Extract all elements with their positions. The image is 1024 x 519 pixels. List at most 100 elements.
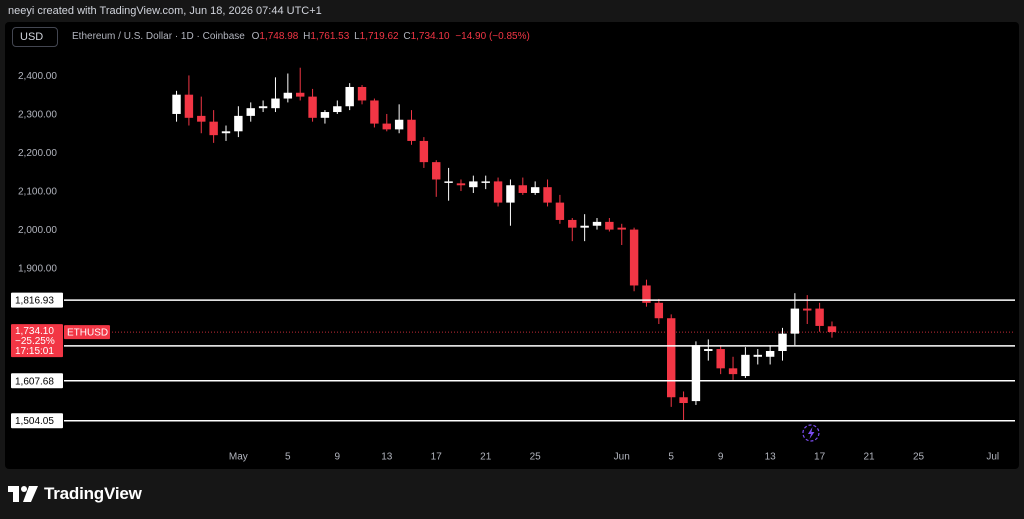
candle-body[interactable] bbox=[209, 121, 218, 136]
currency-button[interactable]: USD bbox=[12, 27, 58, 47]
candle-body[interactable] bbox=[642, 285, 651, 303]
x-tick-label: 21 bbox=[480, 452, 492, 463]
candle-body[interactable] bbox=[357, 86, 367, 101]
candle-body[interactable] bbox=[716, 349, 725, 369]
symbol-tag-box bbox=[64, 325, 110, 340]
x-tick-label: 17 bbox=[431, 452, 443, 463]
candle-body[interactable] bbox=[765, 350, 775, 357]
candle-body[interactable] bbox=[679, 397, 688, 404]
x-tick-label: 25 bbox=[913, 452, 925, 463]
candle-body[interactable] bbox=[320, 112, 330, 118]
change-value: −14.90 (−0.85%) bbox=[455, 31, 530, 42]
candle-body[interactable] bbox=[629, 229, 639, 286]
candle-body[interactable] bbox=[803, 308, 812, 311]
candle-body[interactable] bbox=[407, 119, 416, 141]
lightning-bolt-icon[interactable] bbox=[802, 424, 820, 442]
candle-body[interactable] bbox=[481, 181, 490, 183]
candle-body[interactable] bbox=[778, 333, 787, 351]
candle-body[interactable] bbox=[753, 354, 762, 357]
high-label: H bbox=[303, 31, 311, 42]
price-label-value: 1,734.10 bbox=[15, 326, 54, 337]
credit-bar: neeyi created with TradingView.com, Jun … bbox=[0, 0, 1024, 22]
candle-body[interactable] bbox=[345, 86, 354, 107]
candle-body[interactable] bbox=[667, 318, 676, 398]
x-tick-label: May bbox=[229, 452, 248, 463]
y-tick-label: 2,400.00 bbox=[18, 71, 57, 82]
candle-body[interactable] bbox=[246, 108, 255, 116]
candle-body[interactable] bbox=[234, 115, 243, 132]
close-value: 1,734.10 bbox=[410, 31, 450, 42]
level-label: 1,607.68 bbox=[15, 376, 54, 387]
tradingview-logo[interactable]: TradingView bbox=[8, 484, 142, 504]
candle-body[interactable] bbox=[295, 92, 305, 97]
candle-body[interactable] bbox=[493, 181, 503, 203]
candle-body[interactable] bbox=[654, 302, 664, 319]
candle-body[interactable] bbox=[172, 94, 181, 114]
credit-text: neeyi created with TradingView.com, Jun … bbox=[8, 5, 322, 17]
candle-body[interactable] bbox=[543, 187, 552, 203]
x-tick-label: 13 bbox=[381, 452, 393, 463]
open-label: O bbox=[251, 31, 260, 42]
y-tick-label: 2,100.00 bbox=[18, 187, 57, 198]
candle-body[interactable] bbox=[568, 219, 577, 228]
candle-body[interactable] bbox=[506, 185, 515, 203]
x-tick-label: 17 bbox=[814, 452, 826, 463]
candle-body[interactable] bbox=[617, 227, 626, 230]
x-tick-label: 9 bbox=[335, 452, 341, 463]
candle-body[interactable] bbox=[728, 368, 738, 375]
low-value: 1,719.62 bbox=[359, 31, 399, 42]
candle-body[interactable] bbox=[432, 162, 441, 180]
y-tick-label: 2,200.00 bbox=[18, 148, 57, 159]
x-tick-label: 5 bbox=[668, 452, 674, 463]
currency-label: USD bbox=[20, 31, 44, 43]
y-tick-label: 2,000.00 bbox=[18, 225, 57, 236]
candle-body[interactable] bbox=[530, 187, 540, 193]
level-label: 1,504.05 bbox=[15, 416, 54, 427]
candle-body[interactable] bbox=[382, 123, 391, 130]
chart-canvas[interactable]: 2,400.00 2,300.00 2,200.00 2,100.00 2,000.00… bbox=[0, 0, 1024, 469]
candle-body[interactable] bbox=[370, 100, 379, 124]
candle-body[interactable] bbox=[555, 202, 565, 220]
candle-body[interactable] bbox=[827, 326, 837, 333]
candle-body[interactable] bbox=[741, 354, 750, 377]
candle-body[interactable] bbox=[221, 131, 231, 134]
price-label-change: −25.25% bbox=[15, 336, 55, 347]
candle-body[interactable] bbox=[419, 140, 429, 163]
x-tick-label: 25 bbox=[530, 452, 542, 463]
candle-body[interactable] bbox=[518, 185, 528, 193]
ohlc-legend: Ethereum / U.S. Dollar · 1D · Coinbase O… bbox=[72, 31, 530, 42]
candle-body[interactable] bbox=[592, 221, 602, 226]
candle-body[interactable] bbox=[691, 345, 701, 402]
x-tick-label: 13 bbox=[765, 452, 777, 463]
level-label-box bbox=[11, 373, 63, 389]
candle-body[interactable] bbox=[197, 115, 206, 122]
candle-body[interactable] bbox=[444, 181, 453, 183]
footer-bar: TradingView bbox=[0, 469, 1024, 519]
candle-body[interactable] bbox=[456, 183, 466, 186]
x-tick-label: Jun bbox=[614, 452, 630, 463]
candle-body[interactable] bbox=[394, 119, 404, 130]
candle-body[interactable] bbox=[605, 221, 614, 230]
level-label-box bbox=[11, 292, 63, 308]
candle-body[interactable] bbox=[271, 98, 280, 109]
candle-body[interactable] bbox=[790, 308, 800, 334]
symbol-title: Ethereum / U.S. Dollar · 1D · Coinbase bbox=[72, 31, 245, 42]
x-tick-label: Jul bbox=[986, 452, 999, 463]
candle-body[interactable] bbox=[283, 92, 293, 99]
level-label-box bbox=[11, 413, 63, 429]
y-tick-label: 1,900.00 bbox=[18, 264, 57, 275]
y-tick-label: 2,300.00 bbox=[18, 109, 57, 120]
candle-body[interactable] bbox=[469, 181, 478, 188]
low-label: L bbox=[354, 31, 360, 42]
candle-body[interactable] bbox=[704, 349, 713, 351]
candle-body[interactable] bbox=[580, 225, 589, 228]
level-label: 1,816.93 bbox=[15, 296, 54, 307]
symbol-tag: ETHUSD bbox=[67, 328, 108, 339]
high-value: 1,761.53 bbox=[310, 31, 350, 42]
candle-body[interactable] bbox=[333, 106, 342, 113]
tradingview-logo-icon bbox=[8, 486, 38, 502]
candle-body[interactable] bbox=[308, 96, 317, 118]
candle-body[interactable] bbox=[258, 106, 268, 109]
candle-body[interactable] bbox=[815, 308, 824, 326]
candle-body[interactable] bbox=[184, 94, 194, 118]
